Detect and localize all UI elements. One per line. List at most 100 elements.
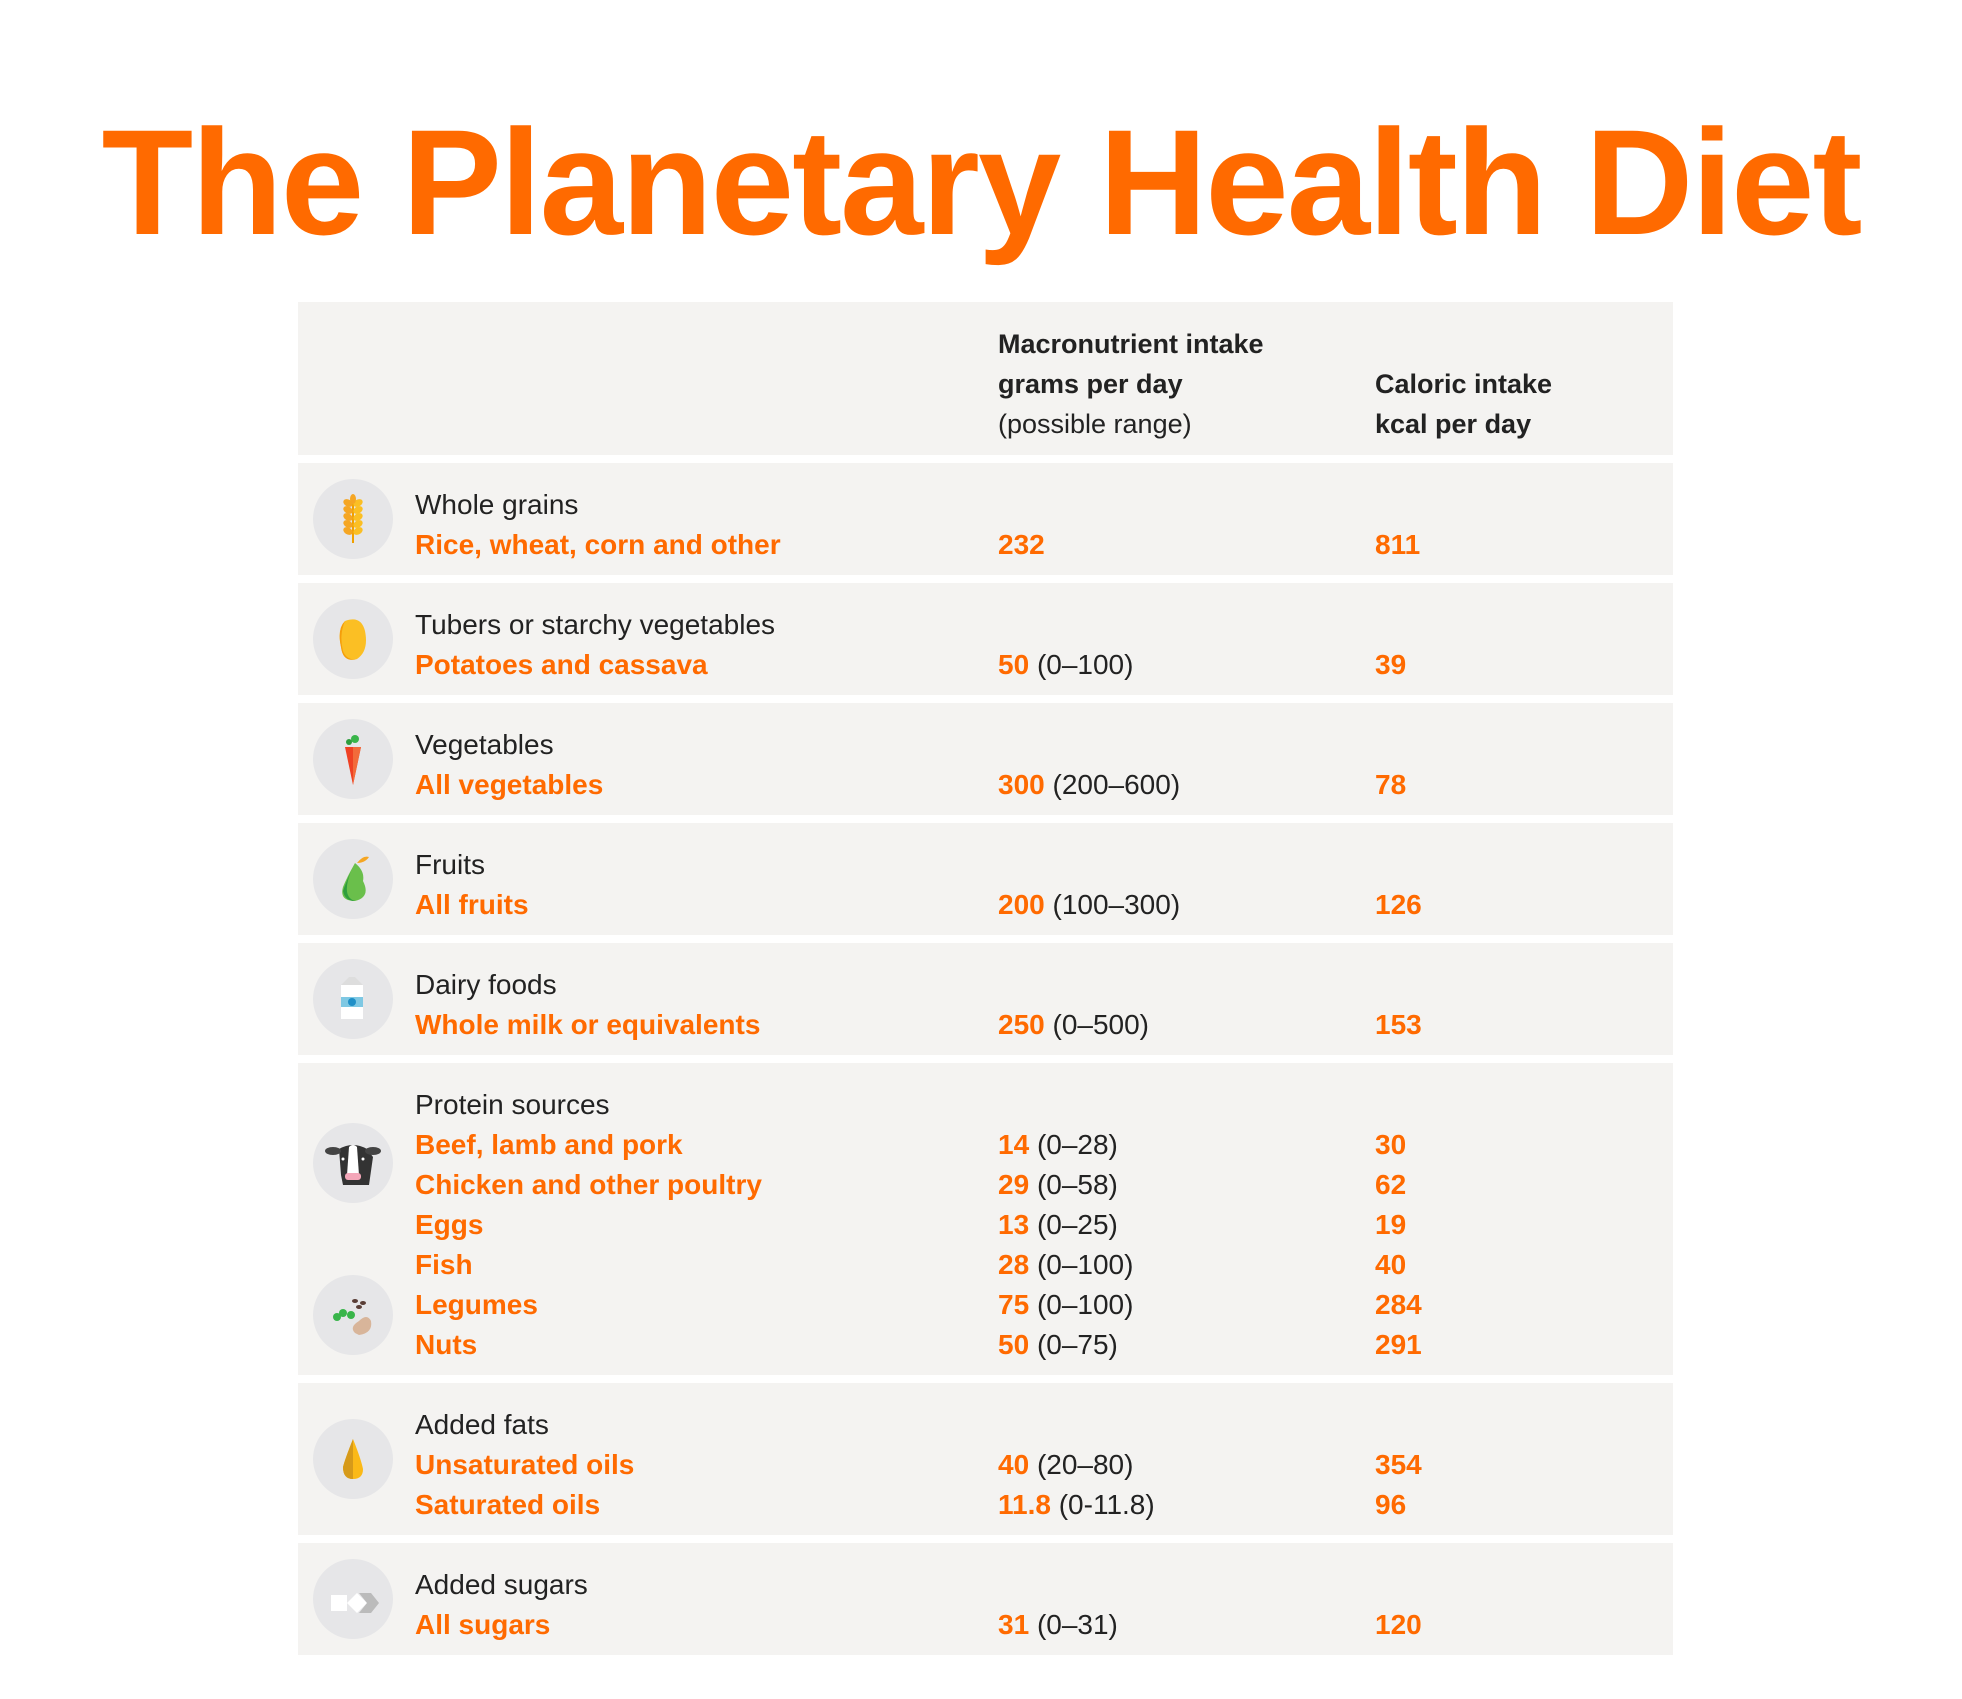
food-item: Fish 28 (0–100) 40 [298, 1245, 1673, 1285]
grams-number: 250 [998, 1009, 1045, 1040]
potato-icon [313, 599, 393, 679]
kcal-value: 62 [1375, 1169, 1407, 1200]
kcal-value: 354 [1375, 1449, 1422, 1480]
cow-icon [313, 1123, 393, 1203]
grams-number: 14 [998, 1129, 1030, 1160]
food-item: Saturated oils 11.8 (0-11.8) 96 [298, 1485, 1673, 1525]
milk-carton-icon [313, 959, 393, 1039]
food-name: Potatoes and cassava [415, 649, 708, 680]
food-item: Potatoes and cassava 50 (0–100) 39 [298, 645, 1673, 685]
food-name: Rice, wheat, corn and other [415, 529, 781, 560]
food-item: All vegetables 300 (200–600) 78 [298, 765, 1673, 805]
kcal-value: 96 [1375, 1489, 1407, 1520]
food-name: Whole milk or equivalents [415, 1009, 761, 1040]
pear-icon [313, 839, 393, 919]
grams-number: 300 [998, 769, 1045, 800]
food-item: All fruits 200 (100–300) 126 [298, 885, 1673, 925]
food-group-row: Fruits All fruits 200 (100–300) 126 [298, 823, 1673, 935]
grams-number: 75 [998, 1289, 1030, 1320]
grams-range: (0–28) [1036, 1129, 1118, 1160]
category-label: Tubers or starchy vegetables [415, 609, 776, 640]
food-group-row: Whole grains Rice, wheat, corn and other… [298, 463, 1673, 575]
kcal-value: 19 [1375, 1209, 1407, 1240]
grams-number: 13 [998, 1209, 1030, 1240]
food-name: Chicken and other poultry [415, 1169, 762, 1200]
food-group-row: Tubers or starchy vegetables Potatoes an… [298, 583, 1673, 695]
macro-header: Macronutrient intake grams per day (poss… [998, 324, 1264, 444]
category-label: Protein sources [415, 1089, 610, 1120]
wheat-icon [313, 479, 393, 559]
food-item: All sugars 31 (0–31) 120 [298, 1605, 1673, 1645]
grams-value: 50 (0–100) [998, 645, 1133, 685]
food-group-row: Protein sources Beef, lamb and pork 14 (… [298, 1063, 1673, 1375]
grams-value: 250 (0–500) [998, 1005, 1149, 1045]
grams-range: (0-11.8) [1058, 1489, 1155, 1520]
food-name: Unsaturated oils [415, 1449, 635, 1480]
food-name: All fruits [415, 889, 529, 920]
grams-range: (0–25) [1036, 1209, 1118, 1240]
kcal-value: 284 [1375, 1289, 1422, 1320]
food-name: All sugars [415, 1609, 551, 1640]
food-group-row: Vegetables All vegetables 300 (200–600) … [298, 703, 1673, 815]
sugar-cubes-icon [313, 1559, 393, 1639]
food-item: Whole milk or equivalents 250 (0–500) 15… [298, 1005, 1673, 1045]
grams-range: (0–31) [1036, 1609, 1118, 1640]
calorie-header: Caloric intake kcal per day [1375, 364, 1552, 444]
grams-number: 50 [998, 649, 1030, 680]
kcal-value: 78 [1375, 769, 1407, 800]
grams-range: (0–75) [1036, 1329, 1118, 1360]
grams-number: 11.8 [998, 1489, 1051, 1520]
kcal-value: 120 [1375, 1609, 1422, 1640]
grams-value: 75 (0–100) [998, 1285, 1133, 1325]
food-item: Chicken and other poultry 29 (0–58) 62 [298, 1165, 1673, 1205]
grams-number: 29 [998, 1169, 1030, 1200]
oil-drop-icon [313, 1419, 393, 1499]
diet-table: Macronutrient intake grams per day (poss… [298, 302, 1673, 1663]
kcal-value: 811 [1375, 529, 1421, 560]
category-label: Dairy foods [415, 969, 557, 1000]
food-group-row: Dairy foods Whole milk or equivalents 25… [298, 943, 1673, 1055]
table-header: Macronutrient intake grams per day (poss… [298, 302, 1673, 455]
kcal-value: 291 [1375, 1329, 1422, 1360]
grams-number: 232 [998, 529, 1045, 560]
grams-value: 28 (0–100) [998, 1245, 1133, 1285]
calorie-header-line1: Caloric intake [1375, 369, 1553, 399]
food-item: Unsaturated oils 40 (20–80) 354 [298, 1445, 1673, 1485]
food-group-row: Added fats Unsaturated oils 40 (20–80) 3… [298, 1383, 1673, 1535]
food-item: Nuts 50 (0–75) 291 [298, 1325, 1673, 1365]
grams-value: 13 (0–25) [998, 1205, 1118, 1245]
grams-number: 31 [998, 1609, 1030, 1640]
carrot-icon [313, 719, 393, 799]
grams-range: (0–500) [1052, 1009, 1150, 1040]
calorie-header-line2: kcal per day [1375, 409, 1532, 439]
grams-value: 200 (100–300) [998, 885, 1180, 925]
grams-number: 28 [998, 1249, 1030, 1280]
grams-number: 200 [998, 889, 1045, 920]
grams-range: (0–100) [1036, 1289, 1134, 1320]
macro-header-line1: Macronutrient intake [998, 329, 1264, 359]
food-group-row: Added sugars All sugars 31 (0–31) 120 [298, 1543, 1673, 1655]
grams-value: 31 (0–31) [998, 1605, 1118, 1645]
food-name: Eggs [415, 1209, 484, 1240]
grams-number: 50 [998, 1329, 1030, 1360]
food-name: Beef, lamb and pork [415, 1129, 683, 1160]
grams-range: (200–600) [1052, 769, 1181, 800]
food-name: Nuts [415, 1329, 478, 1360]
food-item: Legumes 75 (0–100) 284 [298, 1285, 1673, 1325]
food-item: Eggs 13 (0–25) 19 [298, 1205, 1673, 1245]
category-label: Whole grains [415, 489, 579, 520]
grams-range: (0–100) [1036, 1249, 1134, 1280]
category-label: Added fats [415, 1409, 549, 1440]
grams-range: (0–58) [1036, 1169, 1118, 1200]
grams-value: 232 [998, 525, 1045, 565]
kcal-value: 126 [1375, 889, 1422, 920]
kcal-value: 153 [1375, 1009, 1422, 1040]
category-label: Vegetables [415, 729, 554, 760]
grams-range: (100–300) [1052, 889, 1181, 920]
food-name: Legumes [415, 1289, 538, 1320]
food-item: Beef, lamb and pork 14 (0–28) 30 [298, 1125, 1673, 1165]
food-name: Saturated oils [415, 1489, 601, 1520]
grams-range: (20–80) [1036, 1449, 1134, 1480]
grams-range: (0–100) [1036, 649, 1134, 680]
legumes-icon [313, 1275, 393, 1355]
